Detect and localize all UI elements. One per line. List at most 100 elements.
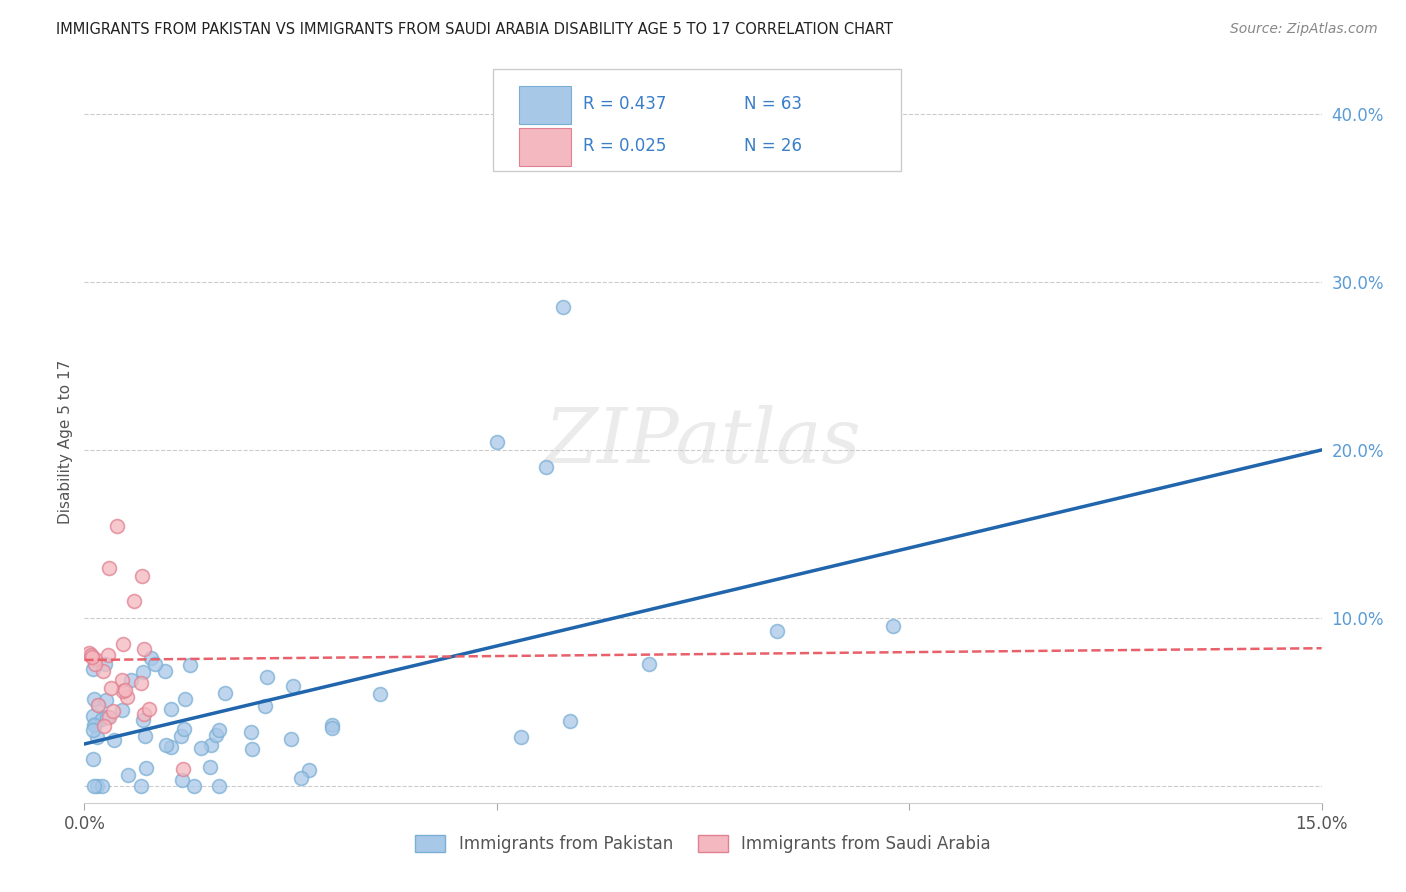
Point [368, 687, 391, 701]
Point [93, 719, 115, 733]
Text: ZIPatlas: ZIPatlas [544, 405, 862, 478]
Point [141, 650, 163, 665]
Point [173, 722, 195, 736]
Point [170, 729, 193, 743]
Point [290, 771, 312, 785]
FancyBboxPatch shape [519, 86, 571, 124]
Point [882, 619, 904, 633]
FancyBboxPatch shape [492, 70, 901, 170]
Point [280, 731, 302, 746]
Text: IMMIGRANTS FROM PAKISTAN VS IMMIGRANTS FROM SAUDI ARABIA DISABILITY AGE 5 TO 17 : IMMIGRANTS FROM PAKISTAN VS IMMIGRANTS F… [56, 22, 893, 37]
Point [131, 569, 153, 583]
Point [86, 779, 108, 793]
Point [198, 760, 221, 774]
FancyBboxPatch shape [519, 128, 571, 166]
Point [172, 762, 194, 776]
Point [190, 740, 212, 755]
Point [93, 665, 115, 679]
Point [155, 738, 177, 752]
Point [253, 699, 276, 714]
Point [79, 648, 101, 663]
Point [83, 657, 105, 672]
Point [98, 709, 121, 723]
Point [138, 702, 160, 716]
Point [98, 560, 121, 574]
Point [111, 703, 134, 717]
Point [297, 763, 319, 777]
Point [129, 779, 152, 793]
Point [101, 704, 124, 718]
Point [256, 670, 278, 684]
Point [509, 730, 531, 744]
Point [321, 717, 343, 731]
Point [132, 714, 155, 728]
Point [80, 650, 103, 665]
Point [97, 648, 120, 663]
Text: Source: ZipAtlas.com: Source: ZipAtlas.com [1230, 22, 1378, 37]
Point [132, 706, 155, 721]
Text: R = 0.025: R = 0.025 [583, 137, 666, 155]
Point [82, 723, 104, 738]
Point [179, 658, 201, 673]
Point [766, 624, 789, 638]
Point [132, 641, 155, 656]
Point [153, 664, 176, 678]
Point [82, 751, 104, 765]
Point [114, 683, 136, 698]
Point [91, 712, 114, 726]
Point [112, 637, 135, 651]
Point [183, 779, 205, 793]
Point [100, 681, 122, 696]
Point [281, 679, 304, 693]
Point [134, 729, 156, 743]
Y-axis label: Disability Age 5 to 17: Disability Age 5 to 17 [58, 359, 73, 524]
Point [90, 779, 112, 793]
Point [558, 714, 581, 728]
Point [170, 772, 193, 787]
Point [174, 692, 197, 706]
Point [86, 731, 108, 745]
Point [94, 693, 117, 707]
Point [117, 768, 139, 782]
Point [82, 662, 104, 676]
Point [83, 692, 105, 706]
Point [135, 761, 157, 775]
Point [77, 646, 100, 660]
Point [84, 717, 107, 731]
Text: N = 63: N = 63 [744, 95, 801, 113]
Point [83, 718, 105, 732]
Point [214, 686, 236, 700]
Point [94, 657, 117, 671]
Point [122, 594, 145, 608]
Point [485, 434, 508, 449]
Point [86, 698, 108, 712]
Point [208, 723, 231, 738]
Point [132, 665, 155, 679]
Point [321, 721, 343, 735]
Point [129, 676, 152, 690]
Point [96, 709, 118, 723]
Point [87, 698, 110, 713]
Point [103, 733, 125, 747]
Text: N = 26: N = 26 [744, 137, 801, 155]
Point [111, 684, 134, 698]
Point [82, 709, 104, 723]
Point [551, 300, 574, 314]
Legend: Immigrants from Pakistan, Immigrants from Saudi Arabia: Immigrants from Pakistan, Immigrants fro… [409, 828, 997, 860]
Point [84, 652, 107, 666]
Point [160, 739, 183, 754]
Point [105, 518, 128, 533]
Point [208, 779, 231, 793]
Point [536, 459, 558, 474]
Point [117, 690, 139, 704]
Point [143, 657, 166, 672]
Text: R = 0.437: R = 0.437 [583, 95, 666, 113]
Point [204, 728, 226, 742]
Point [239, 725, 262, 739]
Point [200, 738, 222, 752]
Point [638, 657, 661, 672]
Point [111, 673, 134, 688]
Point [160, 702, 183, 716]
Point [120, 673, 142, 687]
Point [83, 779, 105, 793]
